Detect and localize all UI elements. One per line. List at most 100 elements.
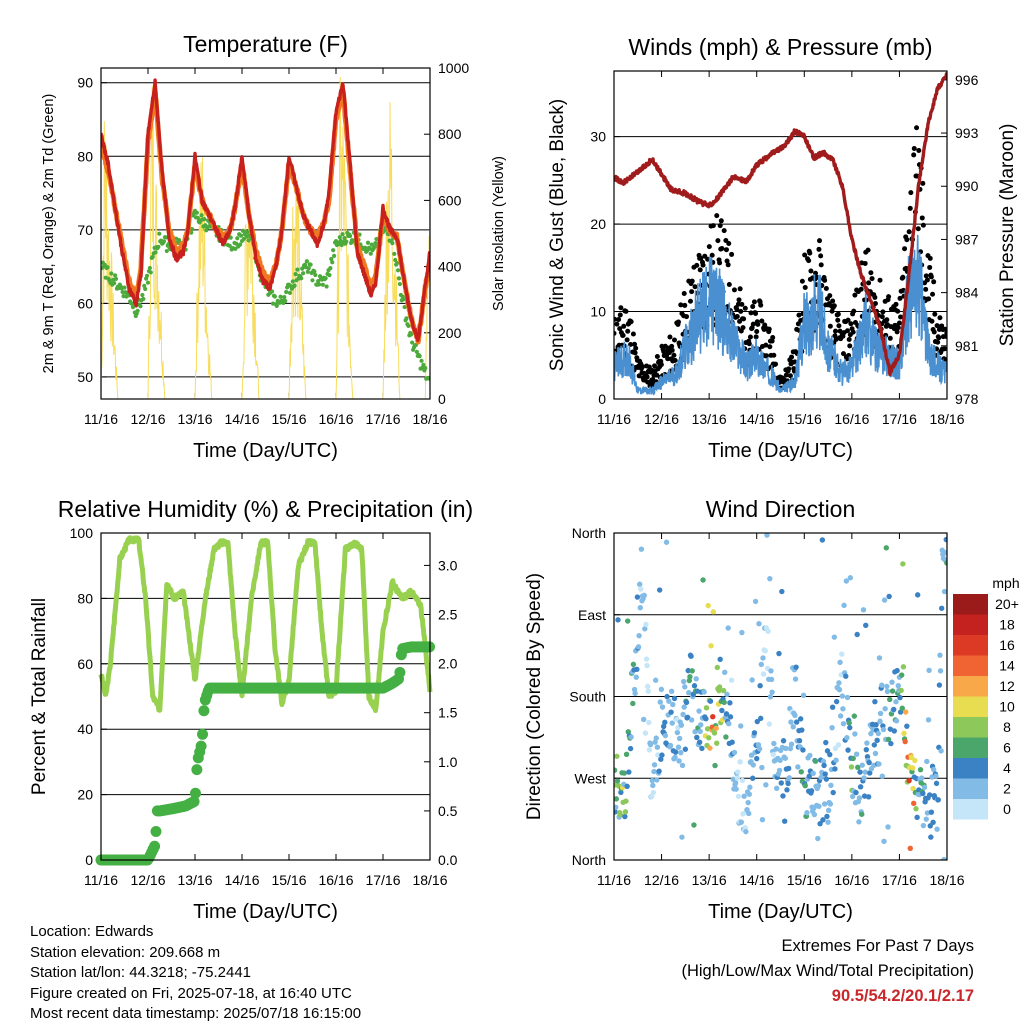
direction-point	[938, 605, 945, 611]
gust-point	[836, 323, 842, 329]
direction-point	[904, 723, 910, 729]
gust-point	[669, 347, 675, 353]
y2-tick-label: 200	[438, 325, 462, 341]
direction-point	[630, 661, 637, 668]
direction-point	[687, 674, 693, 680]
gust-point	[617, 312, 623, 318]
direction-point	[737, 759, 743, 765]
direction-point	[765, 628, 771, 635]
gust-point	[724, 258, 730, 264]
legend-label: 18	[999, 617, 1015, 633]
direction-point	[829, 704, 836, 710]
dewpoint-point	[278, 294, 283, 299]
gust-point	[628, 319, 634, 325]
y2-tick-label: 3.0	[438, 557, 458, 573]
direction-point	[893, 699, 899, 705]
gust-point	[717, 223, 723, 229]
direction-point	[776, 650, 782, 657]
dewpoint-point	[328, 266, 333, 271]
precip-point	[188, 796, 200, 808]
direction-point	[893, 718, 900, 724]
direction-point	[856, 795, 863, 801]
gust-point	[618, 305, 624, 311]
x-tick-label: 16/16	[834, 872, 869, 888]
direction-point	[754, 718, 760, 725]
gust-point	[630, 331, 636, 337]
direction-point	[636, 581, 643, 587]
legend-swatch	[953, 737, 988, 758]
dewpoint-point	[148, 270, 153, 275]
gust-point	[687, 298, 693, 304]
dewpoint-point	[195, 215, 200, 220]
direction-point	[614, 796, 619, 802]
direction-point	[819, 537, 826, 543]
direction-point	[714, 740, 720, 746]
speed-legend: mph 20+ 18 16 14 12 10 8 6 4 2 0	[953, 575, 1020, 820]
gust-point	[846, 336, 852, 342]
dewpoint-point	[163, 235, 168, 240]
gust-point	[640, 364, 646, 370]
gust-point	[620, 332, 626, 338]
gust-point	[931, 329, 937, 335]
dewpoint-point	[105, 265, 110, 270]
x-tick-label: 14/16	[224, 872, 259, 888]
gust-point	[721, 228, 727, 234]
y-tick-label: 50	[77, 369, 93, 385]
dewpoint-point	[396, 276, 402, 281]
direction-point	[657, 699, 663, 705]
direction-point	[628, 734, 634, 740]
dewpoint-point	[304, 259, 309, 264]
direction-point	[844, 735, 850, 741]
elevation-text: Station elevation: 209.668 m	[30, 943, 221, 961]
direction-point	[885, 736, 892, 743]
dewpoint-point	[406, 323, 411, 328]
direction-point	[924, 810, 931, 816]
x-tick-label: 18/16	[929, 411, 964, 427]
direction-point	[643, 656, 650, 662]
direction-point	[723, 711, 730, 717]
direction-point	[688, 653, 694, 659]
direction-point	[660, 723, 667, 730]
gust-point	[934, 323, 940, 329]
dewpoint-point	[135, 308, 140, 313]
legend-swatch	[953, 676, 988, 697]
dewpoint-point	[202, 217, 207, 222]
direction-point	[836, 686, 843, 693]
gust-point	[714, 213, 720, 219]
gust-point	[748, 310, 754, 316]
direction-point	[926, 792, 933, 798]
y2-tick-label: 1.5	[438, 705, 458, 721]
direction-point	[669, 720, 675, 726]
direction-point	[861, 793, 868, 799]
gust-point	[750, 321, 756, 327]
direction-point	[781, 818, 788, 824]
humidity-precip-xlabel: Time (Day/UTC)	[193, 901, 338, 923]
direction-point	[823, 739, 829, 746]
direction-point	[676, 758, 682, 764]
direction-point	[872, 750, 879, 757]
direction-point	[750, 762, 756, 768]
direction-point	[936, 682, 943, 688]
direction-point	[941, 588, 947, 595]
gust-point	[762, 322, 768, 328]
direction-point	[851, 713, 858, 719]
direction-point	[756, 621, 762, 627]
dewpoint-point	[227, 243, 232, 248]
direction-point	[747, 784, 753, 790]
dewpoint-point	[147, 265, 152, 271]
created-text: Figure created on Fri, 2025-07-18, at 16…	[30, 984, 352, 1002]
gust-point	[750, 304, 756, 310]
direction-point	[693, 676, 699, 682]
rh-series	[98, 535, 433, 713]
dewpoint-point	[283, 298, 288, 304]
direction-point	[697, 728, 703, 735]
direction-point	[621, 770, 627, 776]
gust-point	[880, 309, 886, 315]
direction-point	[863, 622, 869, 629]
direction-point	[614, 809, 618, 815]
direction-point	[812, 758, 819, 764]
direction-point	[876, 655, 883, 661]
dewpoint-point	[144, 273, 150, 278]
dewpoint-point	[395, 260, 400, 266]
dewpoint-point	[241, 236, 246, 242]
